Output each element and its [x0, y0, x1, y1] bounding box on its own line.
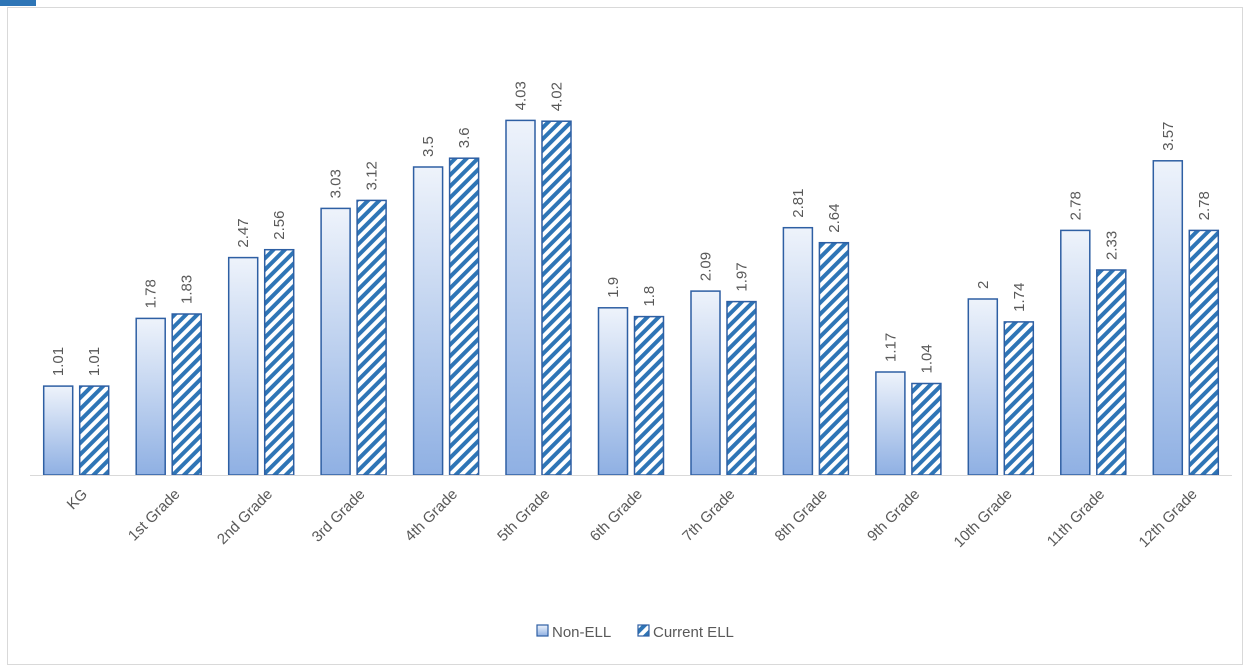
x-tick-label-7: 7th Grade	[679, 486, 738, 545]
bar-non-ell-2	[227, 256, 259, 476]
data-label-current-ell-2: 2.56	[271, 210, 288, 239]
bar-current-ell-3	[356, 199, 387, 476]
bars-layer	[42, 119, 1220, 476]
data-label-non-ell-4: 3.5	[420, 136, 437, 157]
bar-non-ell-6	[597, 307, 629, 476]
bar-current-ell-1	[171, 313, 202, 476]
bar-current-ell-6	[633, 315, 665, 476]
bar-current-ell-2	[263, 248, 295, 476]
data-label-current-ell-6: 1.8	[641, 286, 658, 307]
x-tick-label-4: 4th Grade	[402, 486, 461, 545]
x-tick-label-1: 1st Grade	[125, 486, 184, 545]
x-tick-label-10: 10th Grade	[951, 486, 1016, 551]
bar-current-ell-0	[78, 385, 110, 476]
data-label-non-ell-5: 4.03	[513, 81, 530, 110]
x-tick-label-12: 12th Grade	[1136, 486, 1201, 551]
legend: Non-ELL Current ELL	[536, 624, 734, 641]
data-label-non-ell-10: 2	[975, 281, 992, 289]
bar-current-ell-8	[818, 241, 850, 476]
bar-non-ell-9	[875, 371, 906, 476]
data-label-non-ell-6: 1.9	[605, 277, 622, 298]
data-label-non-ell-12: 3.57	[1160, 122, 1177, 151]
bar-current-ell-5	[541, 120, 572, 476]
data-label-non-ell-1: 1.78	[143, 279, 160, 308]
x-tick-label-11: 11th Grade	[1044, 486, 1108, 550]
data-label-current-ell-9: 1.04	[918, 344, 935, 373]
x-tick-label-0: KG	[64, 486, 91, 513]
header-accent-bar	[0, 0, 36, 6]
data-label-non-ell-3: 3.03	[328, 169, 345, 198]
bar-non-ell-11	[1060, 229, 1091, 476]
legend-label-non-ell: Non-ELL	[552, 624, 611, 641]
data-label-current-ell-4: 3.6	[456, 127, 473, 148]
data-label-current-ell-1: 1.83	[179, 275, 196, 304]
bar-non-ell-7	[690, 290, 721, 476]
data-label-non-ell-7: 2.09	[698, 252, 715, 281]
bar-current-ell-11	[1096, 269, 1127, 476]
x-tick-label-9: 9th Grade	[864, 486, 923, 545]
bar-non-ell-0	[42, 385, 74, 476]
bar-non-ell-4	[412, 166, 444, 476]
data-label-non-ell-8: 2.81	[790, 188, 807, 217]
bar-current-ell-7	[726, 300, 757, 476]
data-label-current-ell-7: 1.97	[734, 262, 751, 291]
data-label-non-ell-2: 2.47	[235, 218, 252, 247]
legend-swatch-non-ell	[536, 624, 549, 637]
data-label-current-ell-8: 2.64	[826, 203, 843, 232]
bar-current-ell-9	[911, 382, 942, 476]
bar-non-ell-3	[320, 207, 351, 476]
bar-current-ell-12	[1188, 229, 1220, 476]
bar-non-ell-5	[505, 119, 536, 476]
data-label-current-ell-11: 2.33	[1103, 231, 1120, 260]
x-tick-label-5: 5th Grade	[494, 486, 553, 545]
x-tick-label-8: 8th Grade	[772, 486, 831, 545]
data-labels-layer: 1.01 1.01 1.78 1.83 2.47 2.56 3.03 3.12 3.5 3.6 4.…	[50, 81, 1213, 376]
data-label-current-ell-12: 2.78	[1196, 191, 1213, 220]
data-label-current-ell-10: 1.74	[1011, 283, 1028, 312]
data-label-non-ell-0: 1.01	[50, 347, 67, 376]
bar-non-ell-10	[967, 298, 999, 476]
data-label-current-ell-0: 1.01	[86, 347, 103, 376]
bar-non-ell-12	[1152, 160, 1184, 476]
data-label-current-ell-3: 3.12	[364, 161, 381, 190]
data-label-non-ell-9: 1.17	[882, 333, 899, 362]
data-label-current-ell-5: 4.02	[549, 82, 566, 111]
bar-non-ell-8	[782, 226, 814, 476]
x-tick-label-6: 6th Grade	[587, 486, 646, 545]
legend-label-current-ell: Current ELL	[653, 624, 734, 641]
data-label-non-ell-11: 2.78	[1067, 191, 1084, 220]
legend-swatch-current-ell	[637, 624, 650, 637]
bar-current-ell-10	[1003, 321, 1035, 476]
x-tick-labels-layer: KG 1st Grade 2nd Grade 3rd Grade 4th Grade 5t…	[64, 486, 1201, 551]
bar-non-ell-1	[135, 317, 166, 476]
x-tick-label-3: 3rd Grade	[309, 486, 369, 546]
x-tick-label-2: 2nd Grade	[214, 486, 276, 548]
bar-current-ell-4	[448, 157, 480, 476]
